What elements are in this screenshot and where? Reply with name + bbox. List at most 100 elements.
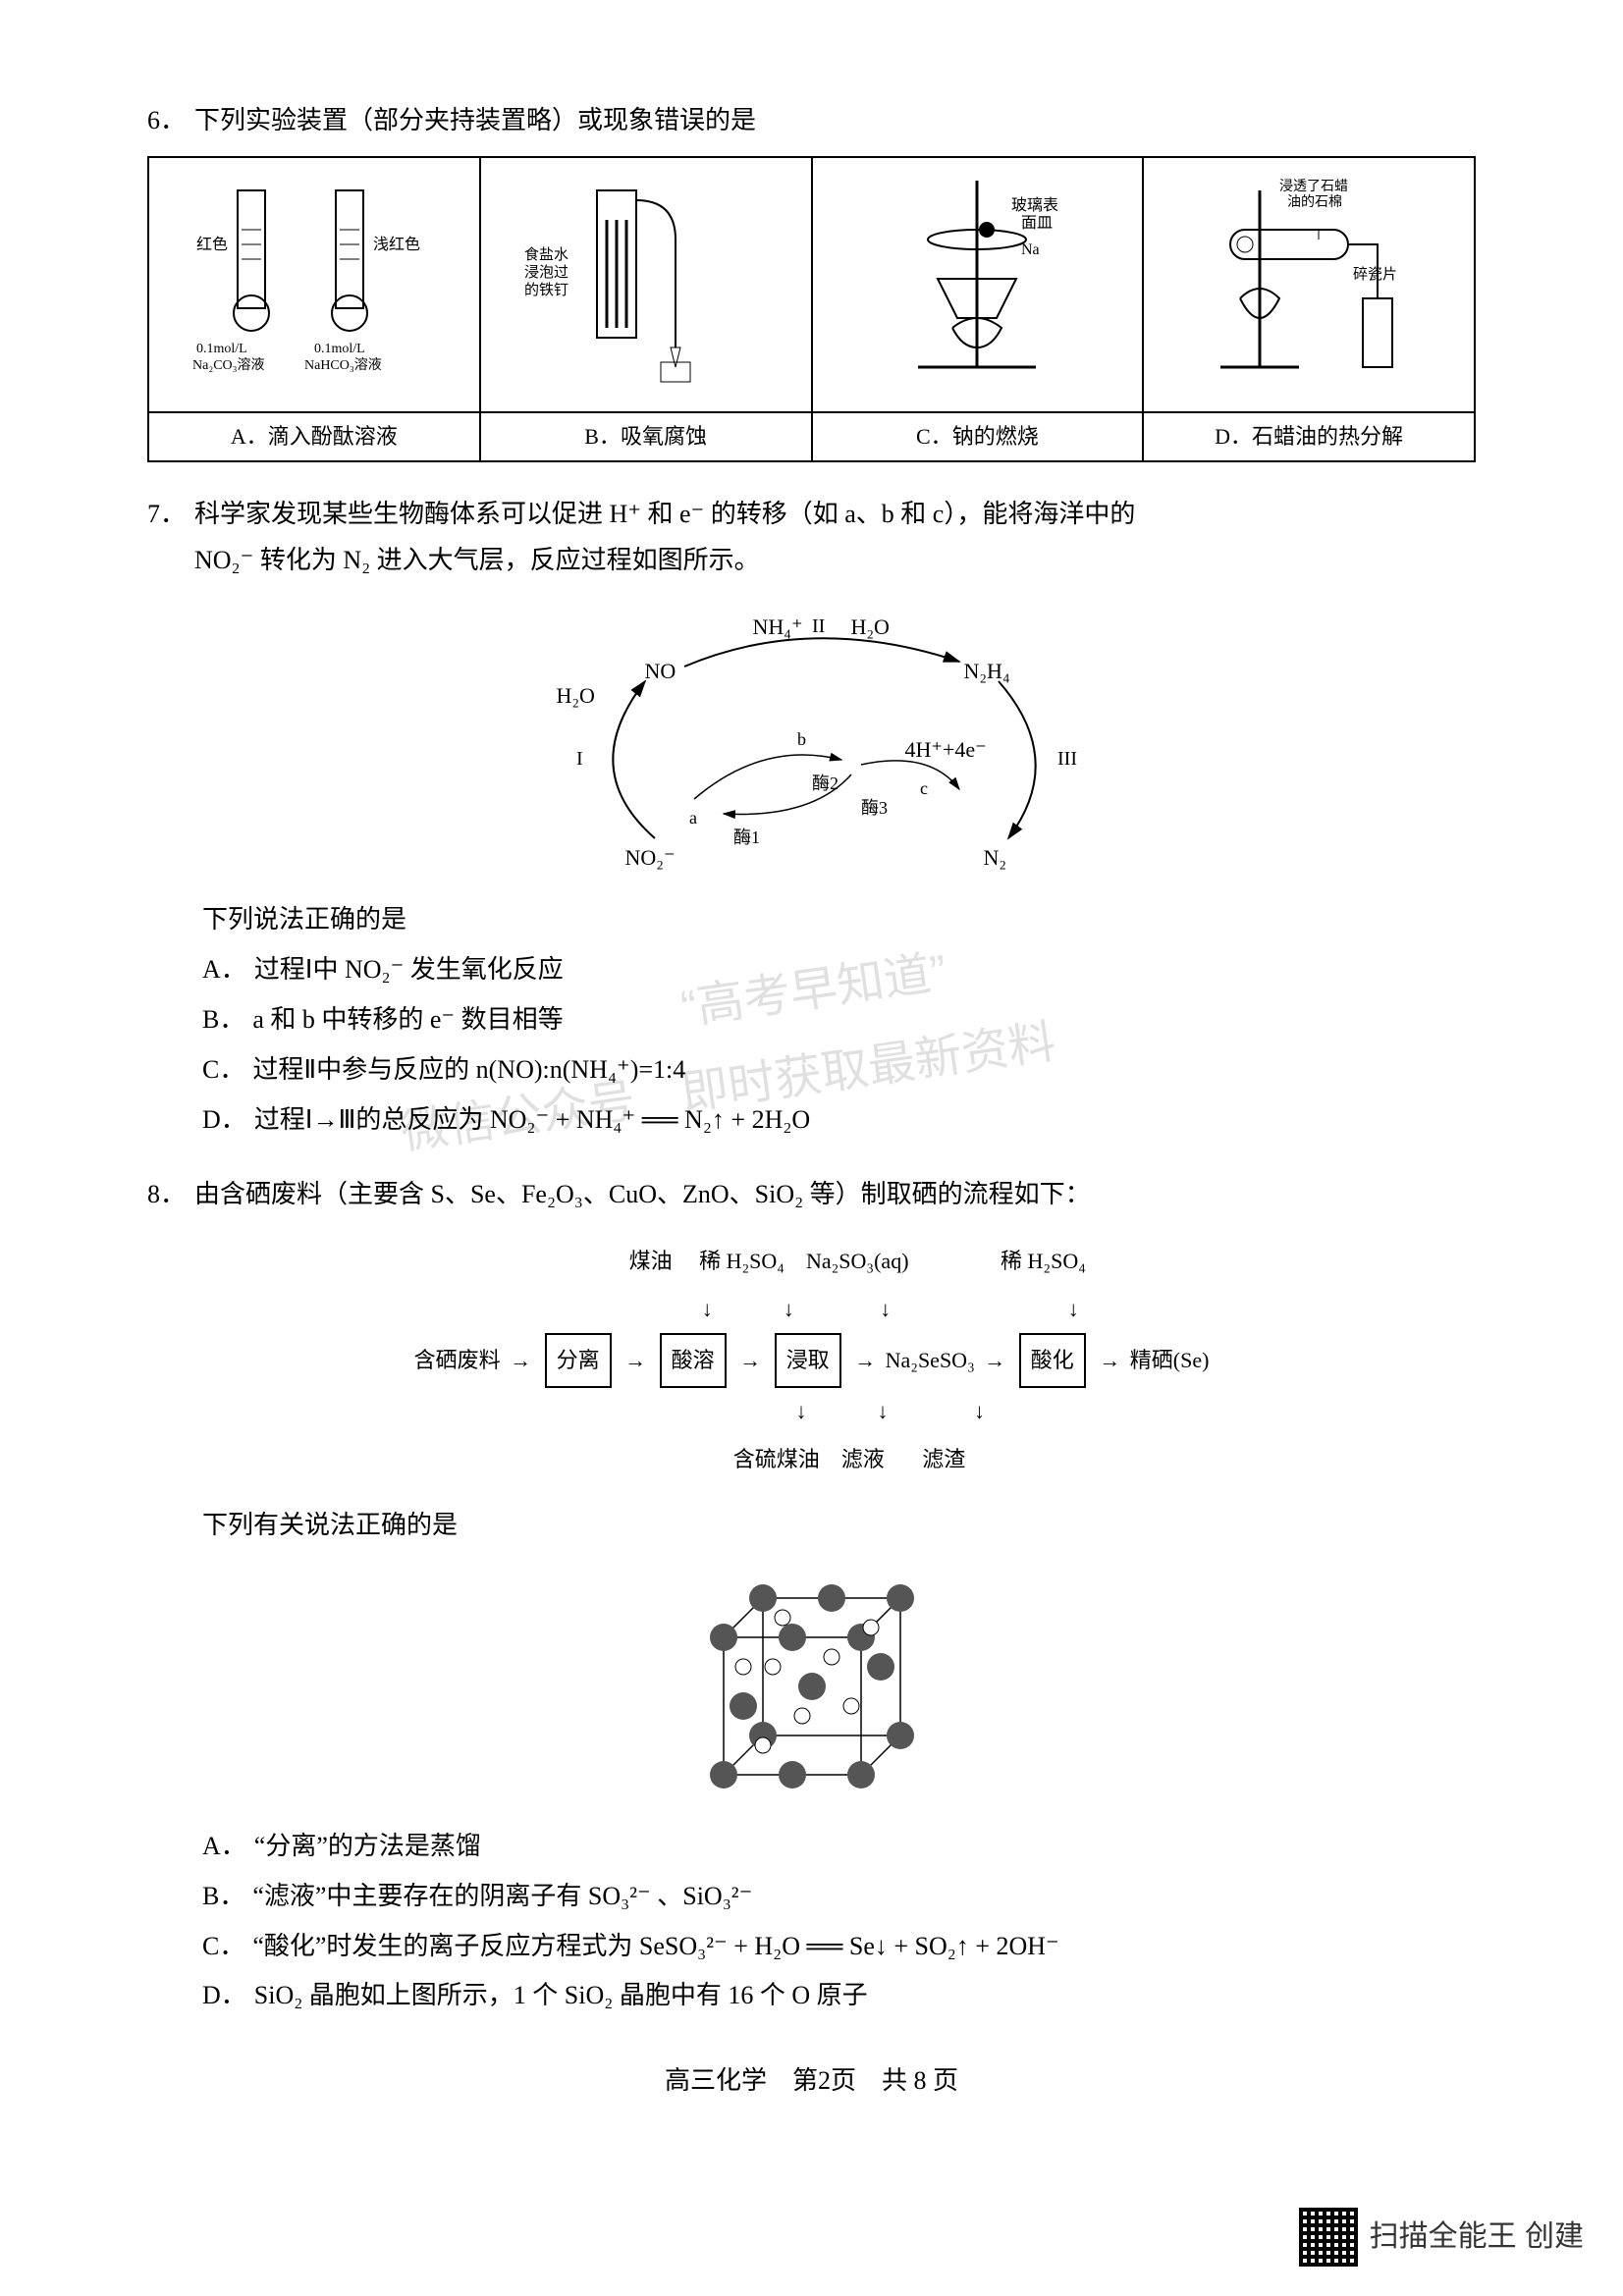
arrow-icon: → (854, 1348, 876, 1372)
q8-number: 8． (147, 1172, 187, 1218)
q7-diagram: I II III a b c 酶1 酶2 酶3 NO₂⁻ H₂O NO NH₄⁺… (517, 593, 1107, 887)
q7-lead: 下列说法正确的是 (147, 897, 1476, 943)
flow-in-1: 煤油 (629, 1249, 673, 1273)
q8-opt-b-label: B． (202, 1874, 244, 1920)
q7-no: NO (645, 652, 676, 691)
svg-text:c: c (920, 778, 928, 798)
svg-text:玻璃表: 玻璃表 (1011, 196, 1058, 214)
q8-text: 由含硒废料（主要含 S、Se、Fe₂O₃、CuO、ZnO、SiO₂ 等）制取硒的… (194, 1172, 1476, 1218)
q7-opt-c-text: 过程Ⅱ中参与反应的 n(NO):n(NH₄⁺)=1:4 (252, 1047, 685, 1094)
q7-number: 7． (147, 492, 187, 584)
q8-flow-main: 含硒废料 → 分离 → 酸溶 → 浸取 → Na₂SeSO₃ → 酸化 → 精硒… (147, 1333, 1476, 1388)
q6-diagram-row: 红色 浅红色 0.1mol/L Na₂CO₃溶液 0.1mol/L NaHCO₃… (148, 157, 1475, 412)
arrow-icon: → (739, 1348, 761, 1372)
q8-opt-c: C． “酸化”时发生的离子反应方程式为 SeSO₃²⁻ + H₂O ══ Se↓… (202, 1924, 1476, 1970)
q7-opt-d-label: D． (202, 1097, 246, 1144)
flow-box-2: 酸溶 (660, 1333, 727, 1388)
q8-flow-arrows-down: ↓ ↓ ↓ ↓ (147, 1286, 1476, 1333)
q6-table: 红色 浅红色 0.1mol/L Na₂CO₃溶液 0.1mol/L NaHCO₃… (147, 156, 1476, 462)
q7-opt-a-text: 过程Ⅰ中 NO₂⁻ 发生氧化反应 (254, 947, 564, 993)
flow-end: 精硒(Se) (1130, 1348, 1210, 1372)
q7-n2h4: N₂H₄ (964, 652, 1010, 691)
q6-number: 6． (147, 98, 187, 144)
scan-app-footer: 扫描全能王 创建 (1299, 2208, 1584, 2267)
flow-out-3: 滤渣 (922, 1447, 965, 1471)
q8-options: A． “分离”的方法是蒸馏 B． “滤液”中主要存在的阴离子有 SO₃²⁻ 、S… (147, 1824, 1476, 2019)
q8-opt-a-text: “分离”的方法是蒸馏 (254, 1824, 481, 1870)
svg-text:a: a (689, 808, 697, 828)
q7-n2: N₂ (984, 838, 1007, 878)
arrow-icon: → (1099, 1348, 1120, 1372)
q6-cell-b: 食盐水 浸泡过 的铁钉 (480, 157, 812, 412)
q6-diagram-c: 玻璃表 面皿 Na (849, 171, 1105, 387)
q7-opt-b-label: B． (202, 997, 244, 1043)
q7-nh4: NH₄⁺ (753, 608, 803, 647)
flow-out-1: 含硫煤油 (733, 1447, 820, 1471)
flow-mid: Na₂SeSO₃ (886, 1348, 975, 1372)
svg-text:NaHCO₃溶液: NaHCO₃溶液 (304, 357, 382, 373)
flow-in-4: 稀 H₂SO₄ (1001, 1249, 1086, 1273)
svg-text:红色: 红色 (196, 236, 228, 253)
svg-text:浅红色: 浅红色 (373, 236, 420, 253)
q8-stem: 8． 由含硒废料（主要含 S、Se、Fe₂O₃、CuO、ZnO、SiO₂ 等）制… (147, 1172, 1476, 1218)
svg-text:酶1: 酶1 (733, 828, 760, 847)
q8-opt-b: B． “滤液”中主要存在的阴离子有 SO₃²⁻ 、SiO₃²⁻ (202, 1874, 1476, 1920)
svg-text:的铁钉: 的铁钉 (524, 282, 568, 298)
svg-text:III: III (1057, 748, 1077, 770)
q6-diagram-d: 浸透了石蜡 油的石棉 碎瓷片 (1181, 171, 1436, 387)
page-footer: 高三化学 第2页 共 8 页 (147, 2058, 1476, 2105)
svg-text:酶2: 酶2 (812, 774, 839, 793)
q8-flow-top: 煤油 稀 H₂SO₄ Na₂SO₃(aq) 稀 H₂SO₄ (147, 1238, 1476, 1285)
flow-box-1: 分离 (545, 1333, 612, 1388)
q8-opt-d: D． SiO₂ 晶胞如上图所示，1 个 SiO₂ 晶胞中有 16 个 O 原子 (202, 1973, 1476, 2019)
svg-text:Na: Na (1021, 241, 1040, 258)
q6-label-d: D．石蜡油的热分解 (1143, 412, 1475, 461)
q8-flow-bottom: 含硫煤油 滤液 滤渣 (147, 1436, 1476, 1483)
q6-label-c: C．钠的燃烧 (812, 412, 1144, 461)
svg-text:0.1mol/L: 0.1mol/L (196, 342, 247, 356)
q7-opt-c: C． 过程Ⅱ中参与反应的 n(NO):n(NH₄⁺)=1:4 (202, 1047, 1476, 1094)
svg-text:浸泡过: 浸泡过 (524, 264, 568, 281)
arrow-icon: → (510, 1348, 531, 1372)
flow-box-3: 浸取 (775, 1333, 841, 1388)
q7-opt-b-text: a 和 b 中转移的 e⁻ 数目相等 (252, 997, 563, 1043)
question-8: 8． 由含硒废料（主要含 S、Se、Fe₂O₃、CuO、ZnO、SiO₂ 等）制… (147, 1172, 1476, 2019)
svg-text:Na₂CO₃溶液: Na₂CO₃溶液 (192, 357, 265, 373)
q7-text: 科学家发现某些生物酶体系可以促进 H⁺ 和 e⁻ 的转移（如 a、b 和 c），… (194, 492, 1476, 584)
q7-opt-c-label: C． (202, 1047, 244, 1094)
q7-h2o-2: H₂O (851, 608, 890, 647)
question-6: 6． 下列实验装置（部分夹持装置略）或现象错误的是 红色 浅红色 (147, 98, 1476, 462)
question-7: 7． 科学家发现某些生物酶体系可以促进 H⁺ 和 e⁻ 的转移（如 a、b 和 … (147, 492, 1476, 1144)
q8-flowchart: 煤油 稀 H₂SO₄ Na₂SO₃(aq) 稀 H₂SO₄ ↓ ↓ ↓ ↓ 含硒… (147, 1238, 1476, 1483)
q6-stem: 6． 下列实验装置（部分夹持装置略）或现象错误的是 (147, 98, 1476, 144)
q7-4h4e: 4H⁺+4e⁻ (905, 730, 987, 770)
q7-stem-line1: 科学家发现某些生物酶体系可以促进 H⁺ 和 e⁻ 的转移（如 a、b 和 c），… (194, 500, 1135, 528)
svg-text:浸透了石蜡: 浸透了石蜡 (1279, 179, 1348, 194)
q6-cell-d: 浸透了石蜡 油的石棉 碎瓷片 (1143, 157, 1475, 412)
q6-cell-c: 玻璃表 面皿 Na (812, 157, 1144, 412)
svg-text:食盐水: 食盐水 (524, 246, 568, 263)
q8-opt-d-label: D． (202, 1973, 246, 2019)
q8-opt-c-label: C． (202, 1924, 244, 1970)
q6-cell-a: 红色 浅红色 0.1mol/L Na₂CO₃溶液 0.1mol/L NaHCO₃… (148, 157, 480, 412)
q6-label-b: B．吸氧腐蚀 (480, 412, 812, 461)
q7-no2: NO₂⁻ (625, 838, 676, 878)
arrow-icon: → (984, 1348, 1005, 1372)
q8-flow-arrows-down2: ↓ ↓ ↓ (147, 1388, 1476, 1435)
q6-diagram-b: 食盐水 浸泡过 的铁钉 (518, 171, 774, 387)
q7-opt-b: B． a 和 b 中转移的 e⁻ 数目相等 (202, 997, 1476, 1043)
svg-text:0.1mol/L: 0.1mol/L (314, 342, 365, 356)
q7-h2o-1: H₂O (557, 676, 595, 716)
flow-out-2: 滤液 (841, 1447, 885, 1471)
q7-opt-d: D． 过程Ⅰ→Ⅲ的总反应为 NO₂⁻ + NH₄⁺ ══ N₂↑ + 2H₂O (202, 1097, 1476, 1144)
flow-in-3: Na₂SO₃(aq) (806, 1249, 909, 1273)
q6-label-row: A．滴入酚酞溶液 B．吸氧腐蚀 C．钠的燃烧 D．石蜡油的热分解 (148, 412, 1475, 461)
q8-opt-a: A． “分离”的方法是蒸馏 (202, 1824, 1476, 1870)
q6-label-a: A．滴入酚酞溶液 (148, 412, 480, 461)
q8-lead: 下列有关说法正确的是 (147, 1503, 1476, 1549)
q7-opt-d-text: 过程Ⅰ→Ⅲ的总反应为 NO₂⁻ + NH₄⁺ ══ N₂↑ + 2H₂O (254, 1097, 810, 1144)
svg-text:面皿: 面皿 (1021, 215, 1053, 232)
svg-text:酶3: 酶3 (861, 798, 888, 818)
q7-options: A． 过程Ⅰ中 NO₂⁻ 发生氧化反应 B． a 和 b 中转移的 e⁻ 数目相… (147, 947, 1476, 1143)
q6-text: 下列实验装置（部分夹持装置略）或现象错误的是 (194, 98, 1476, 144)
